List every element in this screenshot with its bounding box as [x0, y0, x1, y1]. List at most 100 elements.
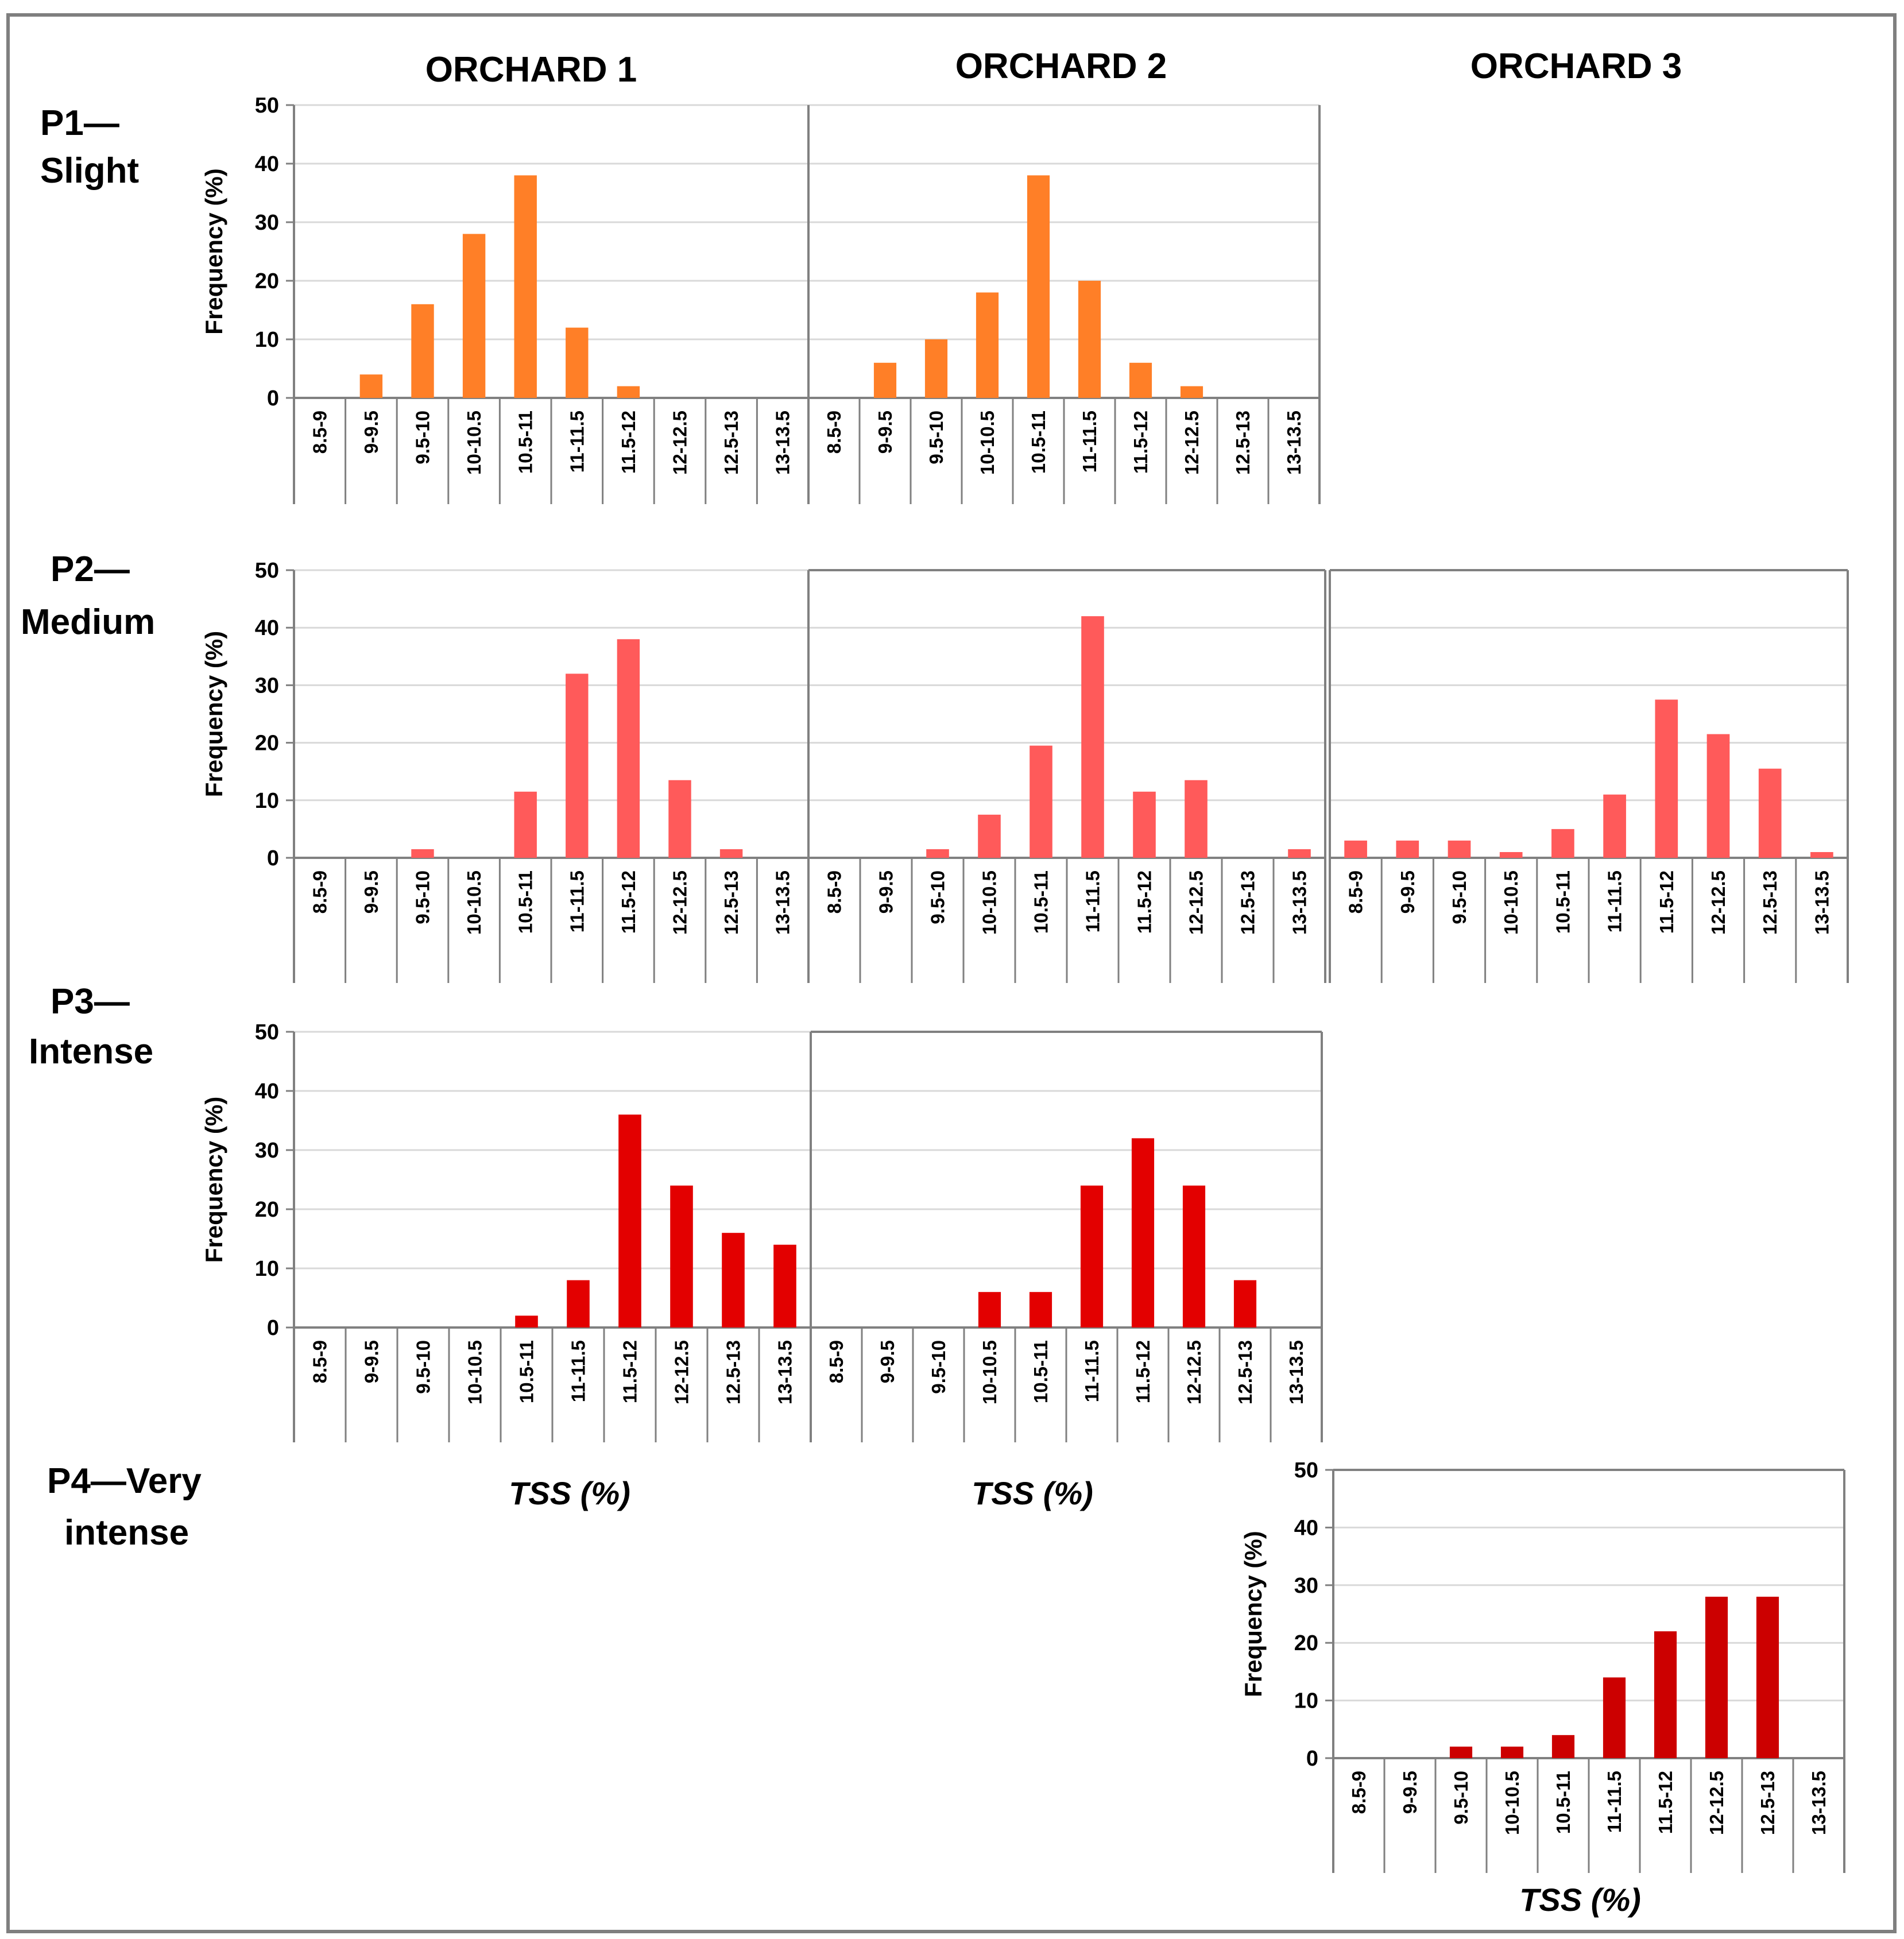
- p2-o3-bar: [1603, 794, 1626, 858]
- p2-o3-category-label: 12-12.5: [1708, 870, 1729, 935]
- p4-o3-category-label: 8.5-9: [1348, 1771, 1369, 1814]
- p4-o3-category-label: 12-12.5: [1706, 1771, 1727, 1835]
- p3-o2-category-label: 12-12.5: [1183, 1340, 1205, 1404]
- x-axis-title-orchard-2: TSS (%): [972, 1475, 1093, 1511]
- p3-o2-category-label: 9.5-10: [928, 1340, 949, 1394]
- p2-o3-category-label: 10-10.5: [1500, 870, 1522, 935]
- p1-o2-bar: [1078, 281, 1101, 398]
- column-header-orchard-2: ORCHARD 2: [955, 47, 1167, 86]
- p2-o3-category-label: 9-9.5: [1397, 870, 1418, 914]
- p3-o1-bar: [722, 1233, 745, 1328]
- column-header-orchard-3: ORCHARD 3: [1470, 47, 1682, 86]
- p1-o1-y-tick-label: 20: [255, 269, 279, 293]
- p2-o2-bar: [1081, 616, 1104, 858]
- p1-o1-bar: [514, 175, 537, 398]
- p3-o2-bar: [1182, 1185, 1206, 1328]
- p2-o1-bar: [617, 639, 640, 858]
- p2-o1-category-label: 10.5-11: [515, 870, 536, 934]
- p1-o1-category-label: 8.5-9: [309, 411, 330, 454]
- p2-o3-category-label: 10.5-11: [1552, 870, 1573, 934]
- p4-o3-y-axis-title: Frequency (%): [1240, 1531, 1267, 1697]
- p3-o2-bar: [1131, 1138, 1155, 1328]
- p3-o1-y-tick-label: 10: [255, 1257, 279, 1281]
- p1-o1-bar: [617, 386, 640, 398]
- p2-o1-bar: [514, 791, 537, 858]
- p2-o2-category-label: 12-12.5: [1186, 870, 1207, 935]
- p4-o3-bar: [1705, 1596, 1728, 1758]
- p2-o3-category-label: 13-13.5: [1811, 870, 1832, 935]
- p2-o1-y-tick-label: 50: [255, 559, 279, 583]
- charts-layer: 0 10 20 30 40 50 Frequency (%) 8.5-9 9-9.5 9.5-10…: [200, 94, 1849, 1873]
- p1-o2-bar: [1180, 386, 1203, 398]
- p4-o3-y-tick-label: 40: [1294, 1516, 1318, 1540]
- p3-o2-category-label: 8.5-9: [826, 1340, 847, 1383]
- p4-o3-bar: [1449, 1746, 1473, 1758]
- p2-o3-bar: [1448, 840, 1471, 858]
- p1-o2-category-label: 12-12.5: [1181, 411, 1202, 475]
- p3-o1-category-label: 10-10.5: [465, 1340, 486, 1404]
- p2-o3-category-label: 12.5-13: [1759, 870, 1781, 935]
- p1-o1-bar: [411, 304, 434, 398]
- p4-o3-category-label: 11-11.5: [1604, 1771, 1625, 1833]
- p2-o1-category-label: 12-12.5: [670, 870, 691, 935]
- p3-o1-category-label: 11.5-12: [620, 1340, 641, 1403]
- p3-o2-category-label: 9-9.5: [877, 1340, 898, 1383]
- p1-o2-category-label: 9.5-10: [926, 411, 947, 465]
- p2-o1-y-tick-label: 30: [255, 674, 279, 698]
- x-axis-title-orchard-1: TSS (%): [509, 1475, 630, 1511]
- figure-border: [6, 13, 1897, 1933]
- p2-o3-bar: [1655, 699, 1678, 858]
- p2-o3-bar: [1551, 829, 1574, 858]
- p1-o1-category-label: 12.5-13: [721, 411, 742, 475]
- p2-o3-category-label: 11-11.5: [1604, 870, 1626, 932]
- p1-o2-category-label: 11.5-12: [1130, 411, 1151, 474]
- p2-o3-bar: [1499, 852, 1523, 858]
- p3-o2-category-label: 12.5-13: [1234, 1340, 1256, 1404]
- p3-o1-category-label: 12-12.5: [671, 1340, 692, 1404]
- p3-o1-y-tick-label: 40: [255, 1079, 279, 1104]
- p1-o1-y-axis-title: Frequency (%): [200, 168, 227, 334]
- p2-o1-bar: [411, 849, 434, 858]
- p2-o3-bar: [1396, 840, 1419, 858]
- p1-o1-category-label: 11-11.5: [566, 411, 587, 473]
- p2-o1-bar: [566, 674, 589, 858]
- p1-o2-bar: [873, 362, 897, 398]
- p2-o3-category-label: 8.5-9: [1345, 870, 1367, 914]
- p3-o1-bar: [618, 1114, 641, 1328]
- p3-o1-category-label: 11-11.5: [568, 1340, 589, 1402]
- p1-o2-bar: [976, 292, 999, 398]
- p4-o3-bar: [1500, 1746, 1524, 1758]
- p2-o2-bar: [1288, 849, 1311, 858]
- p4-o3-category-label: 12.5-13: [1757, 1771, 1778, 1835]
- p1-o2-bar: [1027, 175, 1050, 398]
- p1-o2-category-label: 12.5-13: [1232, 411, 1253, 475]
- row-label-p1-line1: P1—: [40, 103, 119, 143]
- p2-o2-bar: [978, 814, 1001, 858]
- p1-o1-category-label: 12-12.5: [670, 411, 691, 475]
- p3-o1-category-label: 8.5-9: [309, 1340, 331, 1383]
- p1-o2-category-label: 10-10.5: [977, 411, 998, 475]
- p1-o1-y-tick-label: 30: [255, 211, 279, 235]
- p3-o2-category-label: 11-11.5: [1081, 1340, 1102, 1402]
- p1-o1-y-tick-label: 0: [267, 386, 279, 411]
- p1-o1-category-label: 10-10.5: [463, 411, 485, 475]
- p1-o1-bar: [359, 374, 383, 398]
- p1-o2-category-label: 9-9.5: [874, 411, 896, 454]
- p1-o2-bar: [1129, 362, 1152, 398]
- p1-o2-category-label: 11-11.5: [1079, 411, 1100, 473]
- p2-o1-bar: [719, 849, 743, 858]
- row-label-p3-line1: P3—: [51, 982, 130, 1021]
- p2-o3-bar: [1810, 852, 1833, 858]
- p3-o1-category-label: 9-9.5: [361, 1340, 382, 1383]
- p4-o3-y-tick-label: 20: [1294, 1631, 1318, 1655]
- p4-o3-y-tick-label: 30: [1294, 1574, 1318, 1598]
- p1-o2-category-label: 8.5-9: [823, 411, 845, 454]
- p1-o1-category-label: 11.5-12: [618, 411, 639, 474]
- p2-o3-category-label: 11.5-12: [1656, 870, 1677, 934]
- p4-o3-category-label: 11.5-12: [1655, 1771, 1676, 1834]
- p4-o3-category-label: 10.5-11: [1553, 1771, 1574, 1834]
- p3-o2-category-label: 11.5-12: [1132, 1340, 1154, 1403]
- p3-o2-category-label: 10.5-11: [1030, 1340, 1051, 1403]
- p2-o2-category-label: 13-13.5: [1289, 870, 1310, 935]
- p4-o3-y-tick-label: 50: [1294, 1458, 1318, 1483]
